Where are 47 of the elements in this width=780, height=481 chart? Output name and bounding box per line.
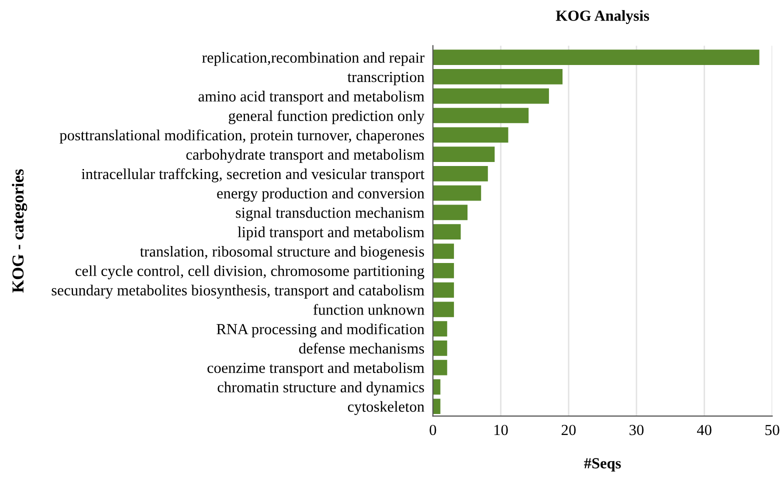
bar — [432, 50, 760, 66]
x-tick-label: 50 — [765, 424, 780, 436]
bar — [432, 340, 448, 356]
x-tick-label: 10 — [494, 424, 508, 436]
x-tick-label: 0 — [430, 424, 436, 436]
y-tick-label: posttranslational modification, protein turnover, chaperones — [60, 130, 424, 144]
bar — [432, 88, 549, 104]
bar — [432, 244, 454, 259]
bar — [432, 166, 488, 182]
y-tick-label: carbohydrate transport and metabolism — [186, 148, 424, 163]
y-tick-label: intracellular traffcking, secretion and vesicular transport — [82, 168, 424, 182]
bar — [432, 360, 448, 376]
bar — [432, 108, 529, 124]
y-tick-label: signal transduction mechanism — [236, 207, 424, 222]
y-tick-label: translation, ribosomal structure and biogenesis — [140, 246, 424, 260]
y-tick-label: transcription — [348, 72, 424, 86]
bar — [432, 204, 468, 220]
y-tick-label: lipid transport and metabolism — [238, 226, 424, 240]
bar — [432, 262, 454, 278]
y-tick-label: cytoskeleton — [348, 401, 424, 415]
y-tick-label: energy production and conversion — [217, 188, 424, 202]
y-tick-label: replication,recombination and repair — [202, 52, 424, 66]
bar — [432, 321, 448, 336]
y-tick-label: defense mechanisms — [299, 342, 424, 354]
y-tick-label: amino acid transport and metabolism — [198, 90, 424, 105]
y-tick-label: RNA processing and modification — [216, 323, 424, 338]
x-tick-label: 20 — [562, 424, 576, 436]
x-tick-label: 30 — [630, 424, 644, 436]
x-axis-title: #Seqs — [584, 458, 621, 472]
y-tick-label: secundary metabolites biosynthesis, transport and catabolism — [52, 284, 424, 299]
y-tick-label: general function prediction only — [228, 110, 425, 124]
x-tick-label: 40 — [697, 424, 712, 436]
bar — [432, 282, 454, 298]
y-tick-label: cell cycle control, cell division, chromosome partitioning — [76, 265, 424, 280]
bar — [432, 224, 461, 240]
bar — [432, 185, 482, 201]
y-axis-title: KOG - categories — [12, 169, 28, 293]
bar — [432, 398, 440, 414]
y-tick-label: coenzime transport and metabolism — [208, 362, 424, 376]
bar — [432, 379, 440, 395]
bar — [432, 127, 508, 143]
y-tick-label: function unknown — [313, 304, 424, 315]
bar — [432, 69, 563, 84]
y-tick-label: chromatin structure and dynamics — [218, 382, 424, 396]
bar — [432, 146, 495, 162]
chart-title: KOG Analysis — [556, 10, 650, 24]
bar — [432, 302, 454, 318]
